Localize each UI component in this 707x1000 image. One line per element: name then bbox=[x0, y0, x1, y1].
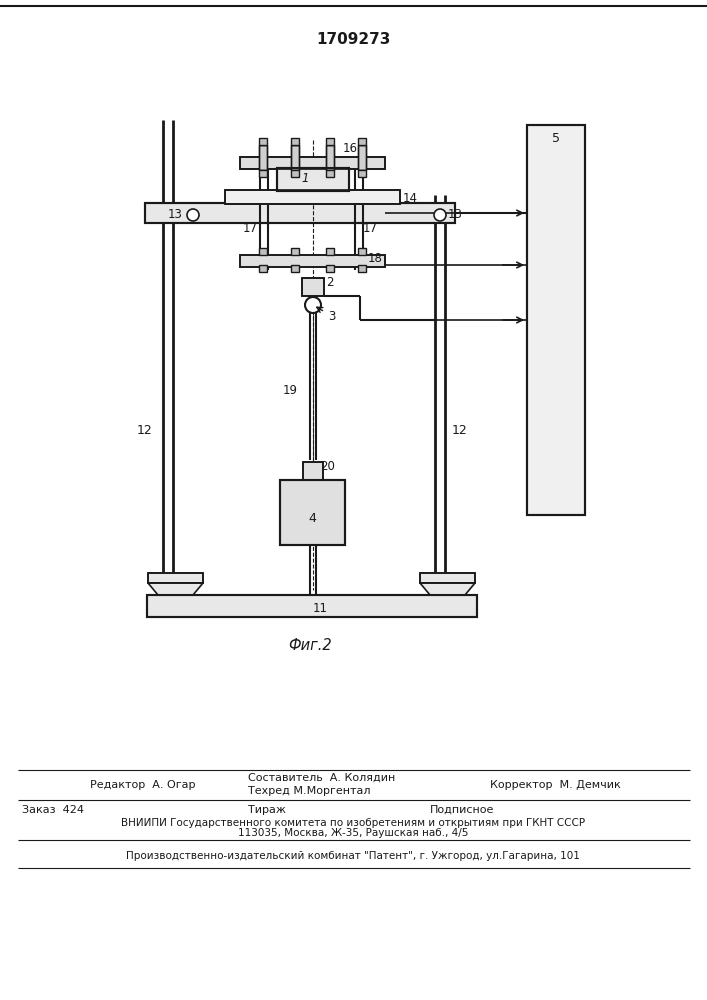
Text: 17: 17 bbox=[243, 222, 257, 234]
Bar bbox=[527, 125, 585, 515]
Text: Тираж: Тираж bbox=[248, 805, 286, 815]
Bar bbox=[302, 278, 324, 296]
Bar bbox=[302, 278, 324, 296]
Text: 4: 4 bbox=[308, 512, 316, 524]
Text: 18: 18 bbox=[368, 251, 382, 264]
Bar bbox=[358, 170, 366, 177]
Bar bbox=[291, 248, 299, 255]
Bar bbox=[358, 145, 366, 170]
Text: ВНИИПИ Государственного комитета по изобретениям и открытиям при ГКНТ СССР: ВНИИПИ Государственного комитета по изоб… bbox=[121, 818, 585, 828]
Bar bbox=[147, 595, 477, 617]
Bar bbox=[420, 573, 475, 583]
Bar bbox=[326, 265, 334, 272]
Text: Производственно-издательский комбинат "Патент", г. Ужгород, ул.Гагарина, 101: Производственно-издательский комбинат "П… bbox=[126, 851, 580, 861]
Text: 20: 20 bbox=[320, 460, 335, 474]
Bar bbox=[303, 462, 323, 480]
Circle shape bbox=[305, 297, 321, 313]
Bar bbox=[148, 573, 203, 583]
Bar bbox=[148, 573, 203, 583]
Bar bbox=[225, 190, 400, 204]
Bar bbox=[259, 265, 267, 272]
Bar bbox=[291, 145, 299, 170]
Bar bbox=[259, 145, 267, 170]
Polygon shape bbox=[420, 583, 475, 595]
Polygon shape bbox=[148, 583, 203, 595]
Bar bbox=[291, 138, 299, 145]
Text: 13: 13 bbox=[168, 209, 182, 222]
Bar bbox=[240, 157, 385, 169]
Text: 1709273: 1709273 bbox=[316, 32, 390, 47]
Bar bbox=[240, 255, 385, 267]
Bar bbox=[358, 248, 366, 255]
Bar bbox=[147, 595, 477, 617]
Bar bbox=[326, 145, 334, 170]
Circle shape bbox=[434, 209, 446, 221]
Bar bbox=[326, 248, 334, 255]
Text: 11: 11 bbox=[312, 601, 327, 614]
Bar bbox=[358, 145, 366, 170]
Bar bbox=[277, 168, 349, 191]
Text: 1: 1 bbox=[301, 172, 309, 184]
Bar bbox=[291, 145, 299, 170]
Text: Подписное: Подписное bbox=[430, 805, 494, 815]
Bar bbox=[303, 462, 323, 480]
Bar bbox=[291, 170, 299, 177]
Text: 14: 14 bbox=[402, 192, 418, 205]
Bar bbox=[326, 145, 334, 170]
Bar bbox=[259, 138, 267, 145]
Bar bbox=[527, 125, 585, 515]
Text: 2: 2 bbox=[326, 276, 334, 290]
Bar bbox=[326, 138, 334, 145]
Text: 12: 12 bbox=[137, 424, 153, 436]
Bar bbox=[326, 170, 334, 177]
Text: 19: 19 bbox=[283, 383, 298, 396]
Bar bbox=[358, 265, 366, 272]
Bar bbox=[145, 203, 455, 223]
Bar bbox=[277, 168, 349, 191]
Text: Фиг.2: Фиг.2 bbox=[288, 638, 332, 652]
Bar bbox=[280, 480, 345, 545]
Text: Заказ  424: Заказ 424 bbox=[22, 805, 84, 815]
Bar bbox=[280, 480, 345, 545]
Bar bbox=[259, 170, 267, 177]
Text: Редактор  А. Огар: Редактор А. Огар bbox=[90, 780, 196, 790]
Text: 17: 17 bbox=[363, 222, 378, 234]
Bar bbox=[259, 145, 267, 170]
Text: 15: 15 bbox=[322, 180, 337, 192]
Text: 5: 5 bbox=[552, 131, 560, 144]
Text: 113035, Москва, Ж-35, Раушская наб., 4/5: 113035, Москва, Ж-35, Раушская наб., 4/5 bbox=[238, 828, 468, 838]
Bar bbox=[240, 255, 385, 267]
Bar bbox=[420, 573, 475, 583]
Text: Составитель  А. Колядин: Составитель А. Колядин bbox=[248, 773, 395, 783]
Bar bbox=[240, 157, 385, 169]
Bar bbox=[259, 248, 267, 255]
Circle shape bbox=[187, 209, 199, 221]
Text: 16: 16 bbox=[342, 141, 358, 154]
Text: 3: 3 bbox=[328, 310, 336, 322]
Text: 12: 12 bbox=[452, 424, 468, 436]
Bar bbox=[145, 203, 455, 223]
Bar bbox=[225, 190, 400, 204]
Text: Техред М.Моргентал: Техред М.Моргентал bbox=[248, 786, 370, 796]
Text: Корректор  М. Демчик: Корректор М. Демчик bbox=[490, 780, 621, 790]
Text: 13: 13 bbox=[448, 209, 462, 222]
Bar bbox=[358, 138, 366, 145]
Bar bbox=[291, 265, 299, 272]
